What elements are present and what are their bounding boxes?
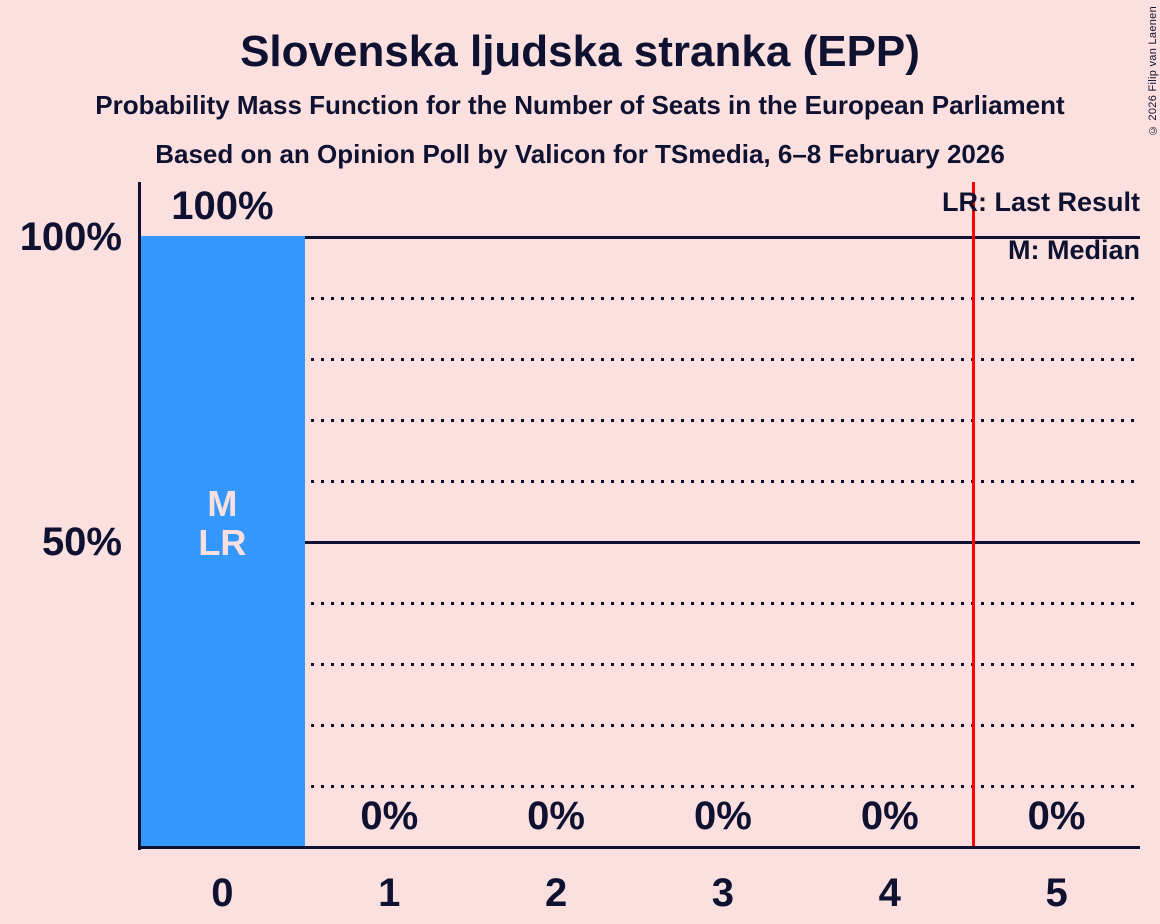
x-tick-label: 3 [711, 871, 735, 915]
y-tick-label: 100% [19, 215, 122, 259]
gridline-solid [141, 540, 1140, 544]
x-tick-label: 0 [211, 871, 234, 915]
x-tick-label: 5 [1045, 871, 1068, 915]
median-last-result-annotation: M LR [198, 483, 247, 563]
bar-value-label: 0% [1027, 794, 1086, 838]
bar-value-label: 0% [360, 794, 419, 838]
x-tick-label: 1 [378, 871, 401, 915]
bar-value-label: 0% [860, 794, 919, 838]
x-axis-line [137, 845, 1140, 849]
gridline-dotted [141, 296, 1140, 300]
bar-value-label: 0% [527, 794, 585, 838]
gridline-dotted [141, 723, 1140, 727]
bar-value-label: 0% [694, 794, 752, 838]
legend-last-result: LR: Last Result [941, 187, 1140, 217]
legend-median: M: Median [1008, 235, 1140, 265]
bar-value-label: 100% [171, 184, 274, 228]
y-tick-label: 50% [41, 520, 122, 564]
chart-subtitle-line2: Based on an Opinion Poll by Valicon for … [155, 139, 1005, 169]
gridline-dotted [141, 601, 1140, 605]
bar-column [140, 235, 305, 847]
gridline-dotted [141, 357, 1140, 361]
chart-subtitle-line1: Probability Mass Function for the Number… [95, 90, 1065, 120]
chart-title: Slovenska ljudska stranka (EPP) [240, 27, 920, 76]
gridline-dotted [141, 479, 1140, 483]
y-axis-line [137, 182, 141, 850]
gridline-dotted [141, 418, 1140, 422]
gridline-dotted [141, 662, 1140, 666]
gridline-solid [141, 235, 1140, 239]
last-result-line [971, 182, 975, 847]
x-tick-label: 4 [878, 871, 901, 915]
gridline-dotted [141, 784, 1140, 788]
x-tick-label: 2 [544, 871, 568, 915]
